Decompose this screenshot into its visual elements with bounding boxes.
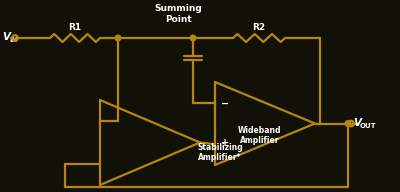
Text: R1: R1 — [68, 23, 82, 32]
Circle shape — [190, 35, 196, 41]
Text: V: V — [2, 32, 10, 42]
Text: Wideband
Amplifier: Wideband Amplifier — [238, 126, 282, 145]
Text: IN: IN — [9, 37, 17, 44]
Circle shape — [345, 121, 351, 126]
Text: OUT: OUT — [360, 123, 377, 129]
Text: R2: R2 — [252, 23, 266, 32]
Text: Stabilizing
Amplifier*: Stabilizing Amplifier* — [197, 143, 243, 162]
Text: V: V — [353, 118, 361, 127]
Circle shape — [115, 35, 121, 41]
Text: +: + — [221, 138, 229, 148]
Text: −: − — [221, 99, 229, 109]
Text: Summing
Point: Summing Point — [154, 4, 202, 24]
